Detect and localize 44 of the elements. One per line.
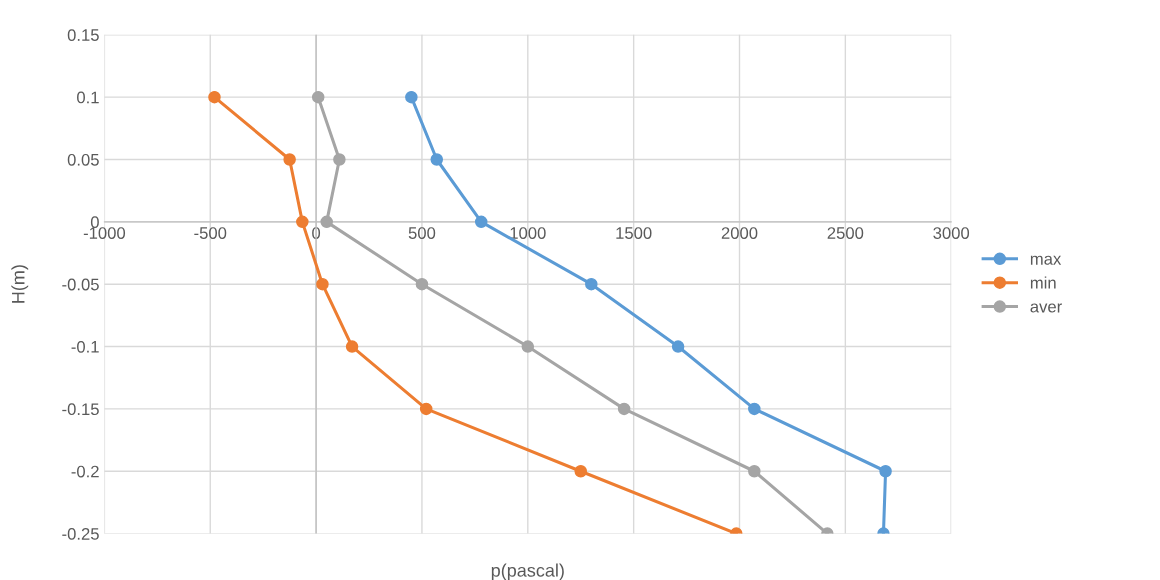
point <box>617 402 631 416</box>
point <box>283 153 296 166</box>
y-tick-label: 0 <box>90 216 99 229</box>
x-axis-title: p(pascal) <box>491 563 564 580</box>
point <box>345 340 359 353</box>
point <box>333 153 346 166</box>
point <box>316 277 329 291</box>
y-tick-label: -0.1 <box>71 340 99 353</box>
point <box>430 153 444 166</box>
point <box>748 464 761 478</box>
x-tick-label: 1000 <box>510 227 546 239</box>
y-tick-label: -0.05 <box>62 278 99 291</box>
point <box>574 464 587 478</box>
point <box>405 90 418 104</box>
y-tick-label: -0.2 <box>71 465 99 478</box>
x-tick-label: -500 <box>194 227 227 239</box>
x-tick-label: -1000 <box>83 227 126 239</box>
point <box>208 90 221 104</box>
x-tick-label: 2000 <box>721 227 758 239</box>
y-tick-label: 0.1 <box>77 91 99 104</box>
y-tick-label: -0.15 <box>62 403 99 416</box>
x-tick-label: 0 <box>312 227 321 239</box>
point <box>748 402 761 416</box>
point <box>585 277 598 291</box>
point <box>474 215 488 229</box>
x-tick-label: 2500 <box>827 227 864 239</box>
point <box>311 90 325 104</box>
y-tick-label: -0.25 <box>62 528 99 540</box>
legend-label: aver <box>1030 303 1062 313</box>
point <box>296 215 309 229</box>
point <box>671 340 685 353</box>
x-tick-label: 3000 <box>933 227 970 239</box>
point <box>521 340 535 353</box>
point <box>419 402 433 416</box>
legend-label: max <box>1030 255 1062 265</box>
point <box>320 215 333 229</box>
x-tick-label: 500 <box>408 227 436 239</box>
y-tick-label: 0.15 <box>67 29 99 41</box>
x-tick-label: 1500 <box>616 227 652 239</box>
y-tick-label: 0.05 <box>67 153 99 166</box>
point <box>415 277 429 291</box>
legend-label: min <box>1030 276 1056 289</box>
y-axis-title: H(m) <box>11 265 29 303</box>
point <box>879 464 892 478</box>
